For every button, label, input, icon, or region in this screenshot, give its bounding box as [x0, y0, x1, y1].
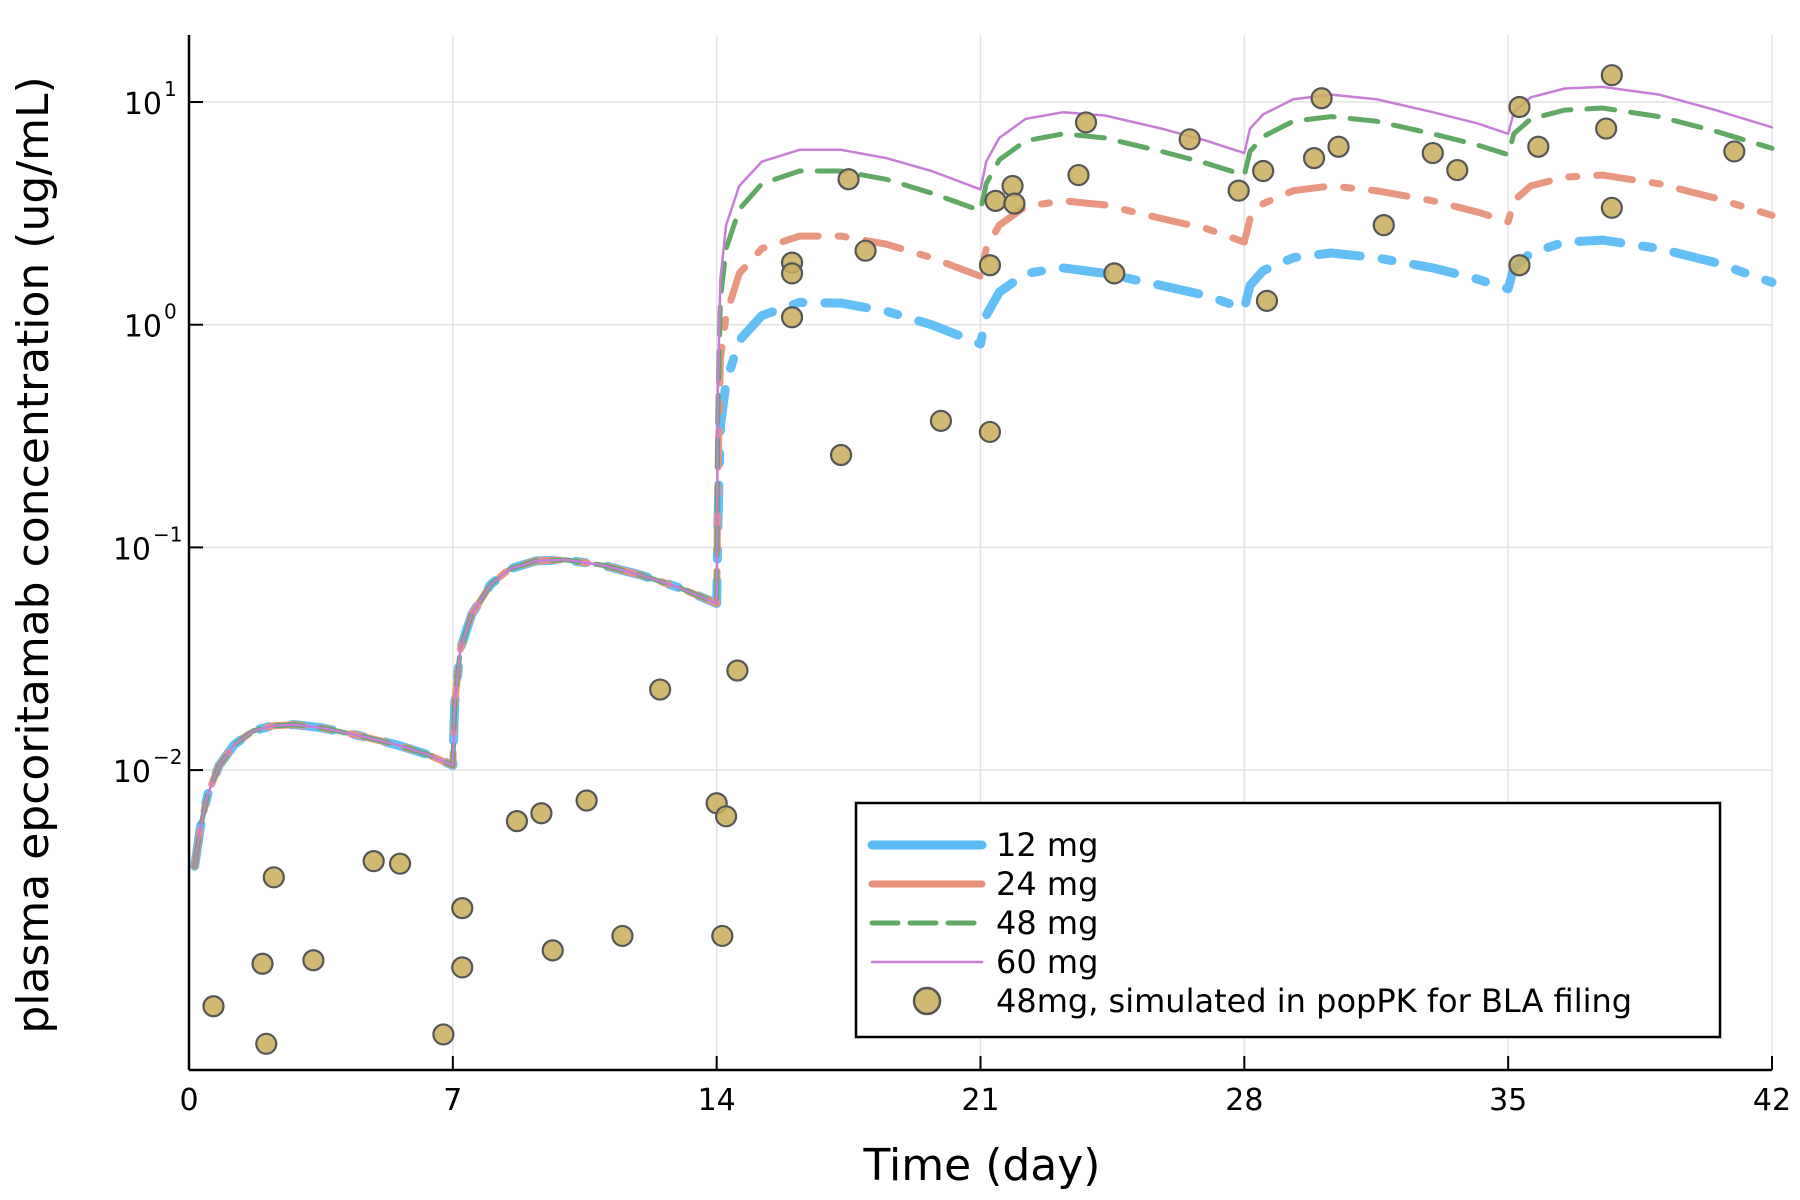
legend-box [854, 801, 1722, 1039]
axes [187, 35, 1773, 1072]
y-axis-title: plasma epcoritamab concentration (ug/mL) [8, 76, 59, 1033]
scatter-point-25 [854, 239, 877, 262]
x-tick-label-42: 42 [1753, 1083, 1791, 1118]
y-tick-exponent: −1 [153, 522, 182, 546]
x-tick-label-7: 7 [443, 1083, 462, 1118]
scatter-point-7 [432, 1023, 455, 1046]
x-tick-label-21: 21 [961, 1083, 999, 1118]
scatter-point-45 [1508, 95, 1531, 119]
scatter-point-29 [984, 189, 1007, 212]
scatter-point-31 [1003, 192, 1026, 215]
y-tick-base: 10 [113, 755, 151, 790]
scatter-point-36 [1227, 179, 1250, 202]
x-tick-label-28: 28 [1225, 1083, 1263, 1118]
legend-label: 24 mg [996, 865, 1098, 903]
scatter-point-24 [837, 168, 860, 191]
legend-swatch [912, 986, 942, 1016]
legend-entry-4: 48mg, simulated in popPK for BLA filing [912, 982, 1632, 1020]
scatter-point-49 [1600, 64, 1623, 87]
scatter-point-39 [1302, 147, 1326, 170]
scatter-point-44 [1446, 158, 1469, 182]
y-tick-label-3: 10 1 [124, 77, 177, 122]
legend-entry-0: 12 mg [867, 826, 1098, 864]
scatter-point-21 [780, 262, 804, 285]
x-tick-label-14: 14 [698, 1083, 736, 1118]
legend-entry-1: 24 mg [868, 865, 1098, 903]
scatter-point-32 [1067, 163, 1090, 187]
scatter-point-41 [1327, 135, 1350, 158]
scatter-point-19 [726, 659, 749, 682]
legend-label: 48 mg [996, 904, 1098, 942]
y-tick-base: 10 [124, 87, 162, 122]
scatter-point-8 [451, 897, 474, 920]
x-axis-title: Time (day) [863, 1140, 1101, 1191]
scatter-point-34 [1103, 262, 1126, 285]
scatter-point-13 [575, 789, 598, 812]
scatter-point-27 [978, 420, 1002, 444]
scatter-point-51 [1723, 140, 1746, 163]
x-tick-label-35: 35 [1489, 1083, 1527, 1118]
scatter-point-26 [929, 409, 953, 432]
scatter-point-48 [1595, 117, 1618, 140]
scatter-point-14 [611, 924, 634, 948]
scatter-point-12 [541, 939, 564, 962]
y-tick-exponent: −2 [153, 745, 182, 769]
y-tick-label-0: 10 −2 [113, 745, 183, 790]
x-tick-label-0: 0 [179, 1083, 198, 1118]
scatter-point-28 [978, 254, 1002, 277]
y-tick-label-2: 10 0 [124, 300, 177, 345]
scatter-point-15 [649, 678, 672, 701]
legend-entry-2: 48 mg [869, 904, 1098, 942]
scatter-point-35 [1178, 128, 1201, 151]
scatter-point-37 [1252, 159, 1275, 183]
y-tick-exponent: 0 [164, 300, 177, 324]
scatter-point-9 [451, 956, 474, 979]
scatter-point-2 [255, 1032, 278, 1055]
y-tick-exponent: 1 [164, 77, 177, 101]
legend-label: 48mg, simulated in popPK for BLA filing [996, 982, 1632, 1020]
scatter-point-11 [530, 802, 553, 825]
scatter-point-42 [1372, 214, 1395, 237]
scatter-point-6 [388, 852, 412, 875]
scatter-point-10 [505, 810, 529, 833]
scatter-point-0 [202, 995, 225, 1018]
scatter-point-18 [714, 805, 738, 828]
scatter-point-17 [711, 924, 734, 948]
scatter-point-3 [262, 866, 285, 889]
scatter-layer [202, 64, 1746, 1055]
series-layer [190, 85, 1777, 871]
scatter-point-47 [1527, 135, 1550, 158]
y-tick-base: 10 [113, 532, 151, 567]
legend-label: 60 mg [996, 943, 1098, 981]
legend-label: 12 mg [996, 826, 1098, 864]
scatter-point-50 [1600, 196, 1623, 219]
series-line-12-mg [190, 235, 1777, 871]
scatter-point-1 [251, 952, 274, 975]
y-tick-base: 10 [124, 310, 162, 345]
legend-entry-3: 60 mg [870, 943, 1098, 981]
scatter-point-33 [1074, 111, 1098, 134]
scatter-point-38 [1255, 289, 1279, 312]
scatter-point-22 [780, 306, 804, 329]
series-line-60-mg [193, 85, 1774, 868]
scatter-point-23 [829, 443, 853, 467]
scatter-point-43 [1421, 141, 1444, 165]
y-tick-label-1: 10 −1 [113, 522, 183, 567]
scatter-point-46 [1508, 254, 1531, 277]
scatter-point-40 [1310, 87, 1333, 110]
scatter-point-4 [302, 949, 325, 972]
scatter-point-5 [362, 850, 385, 873]
